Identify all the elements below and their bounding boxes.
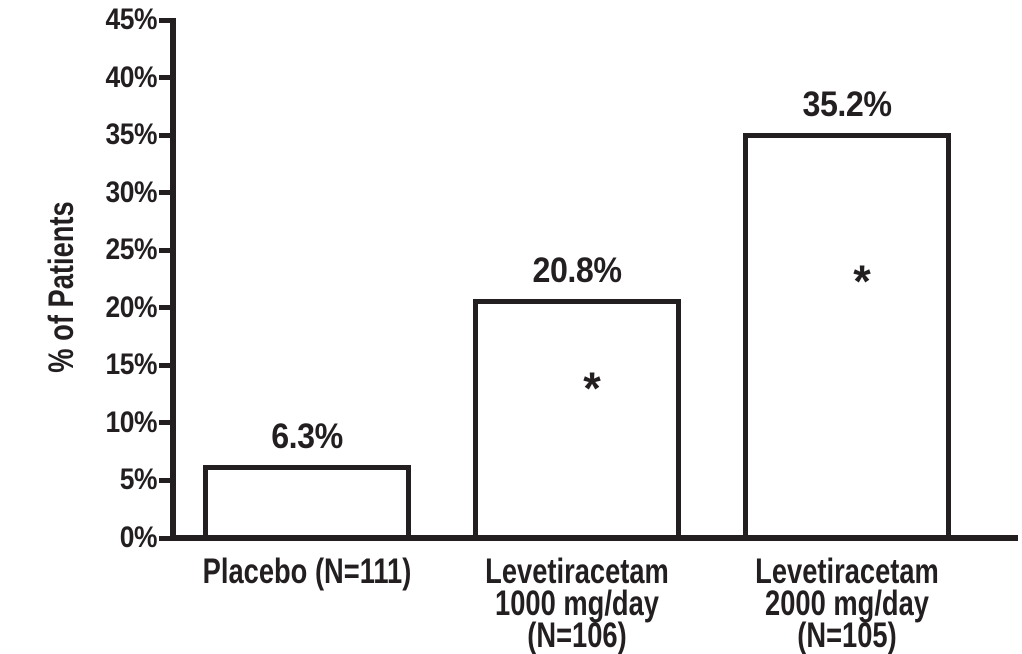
y-axis-tick-label: 0% xyxy=(119,521,158,554)
significance-asterisk: * xyxy=(853,255,871,307)
bar-1 xyxy=(203,465,411,541)
y-axis-tick-label: 20% xyxy=(105,290,157,324)
x-axis-category-label: Levetiracetam 2000 mg/day (N=105) xyxy=(755,552,939,654)
y-axis-tick xyxy=(159,75,170,81)
y-axis-tick xyxy=(159,132,170,138)
y-axis-tick xyxy=(159,362,170,368)
y-axis-tick-label: 30% xyxy=(105,175,157,209)
y-axis-tick-label: 45% xyxy=(105,3,157,36)
x-axis-category-label: Placebo (N=111) xyxy=(202,552,412,591)
y-axis-tick-label: 5% xyxy=(119,463,158,497)
y-axis-tick-label: 25% xyxy=(105,233,157,267)
y-axis-tick xyxy=(159,535,170,541)
bar-value-label: 6.3% xyxy=(271,417,343,457)
y-axis-tick xyxy=(159,190,170,196)
bar-value-label: 20.8% xyxy=(532,250,622,290)
x-axis-category-label: Levetiracetam 1000 mg/day (N=106) xyxy=(485,552,669,654)
y-axis-tick-label: 35% xyxy=(105,118,157,152)
bar-value-label: 35.2% xyxy=(802,84,892,124)
significance-asterisk: * xyxy=(583,363,601,415)
y-axis-tick-label: 10% xyxy=(105,405,157,439)
y-axis-tick xyxy=(159,420,170,426)
y-axis-tick xyxy=(159,247,170,253)
x-axis-line xyxy=(170,535,1018,541)
y-axis-tick-label: 15% xyxy=(105,348,157,382)
y-axis-tick xyxy=(159,17,170,23)
y-axis-tick xyxy=(159,305,170,311)
y-axis-line xyxy=(170,18,176,541)
y-axis-title: % of Patients xyxy=(42,201,81,373)
bar-3 xyxy=(743,132,951,541)
y-axis-tick xyxy=(159,477,170,483)
bar-2 xyxy=(473,298,681,541)
y-axis-tick-label: 40% xyxy=(105,60,157,94)
